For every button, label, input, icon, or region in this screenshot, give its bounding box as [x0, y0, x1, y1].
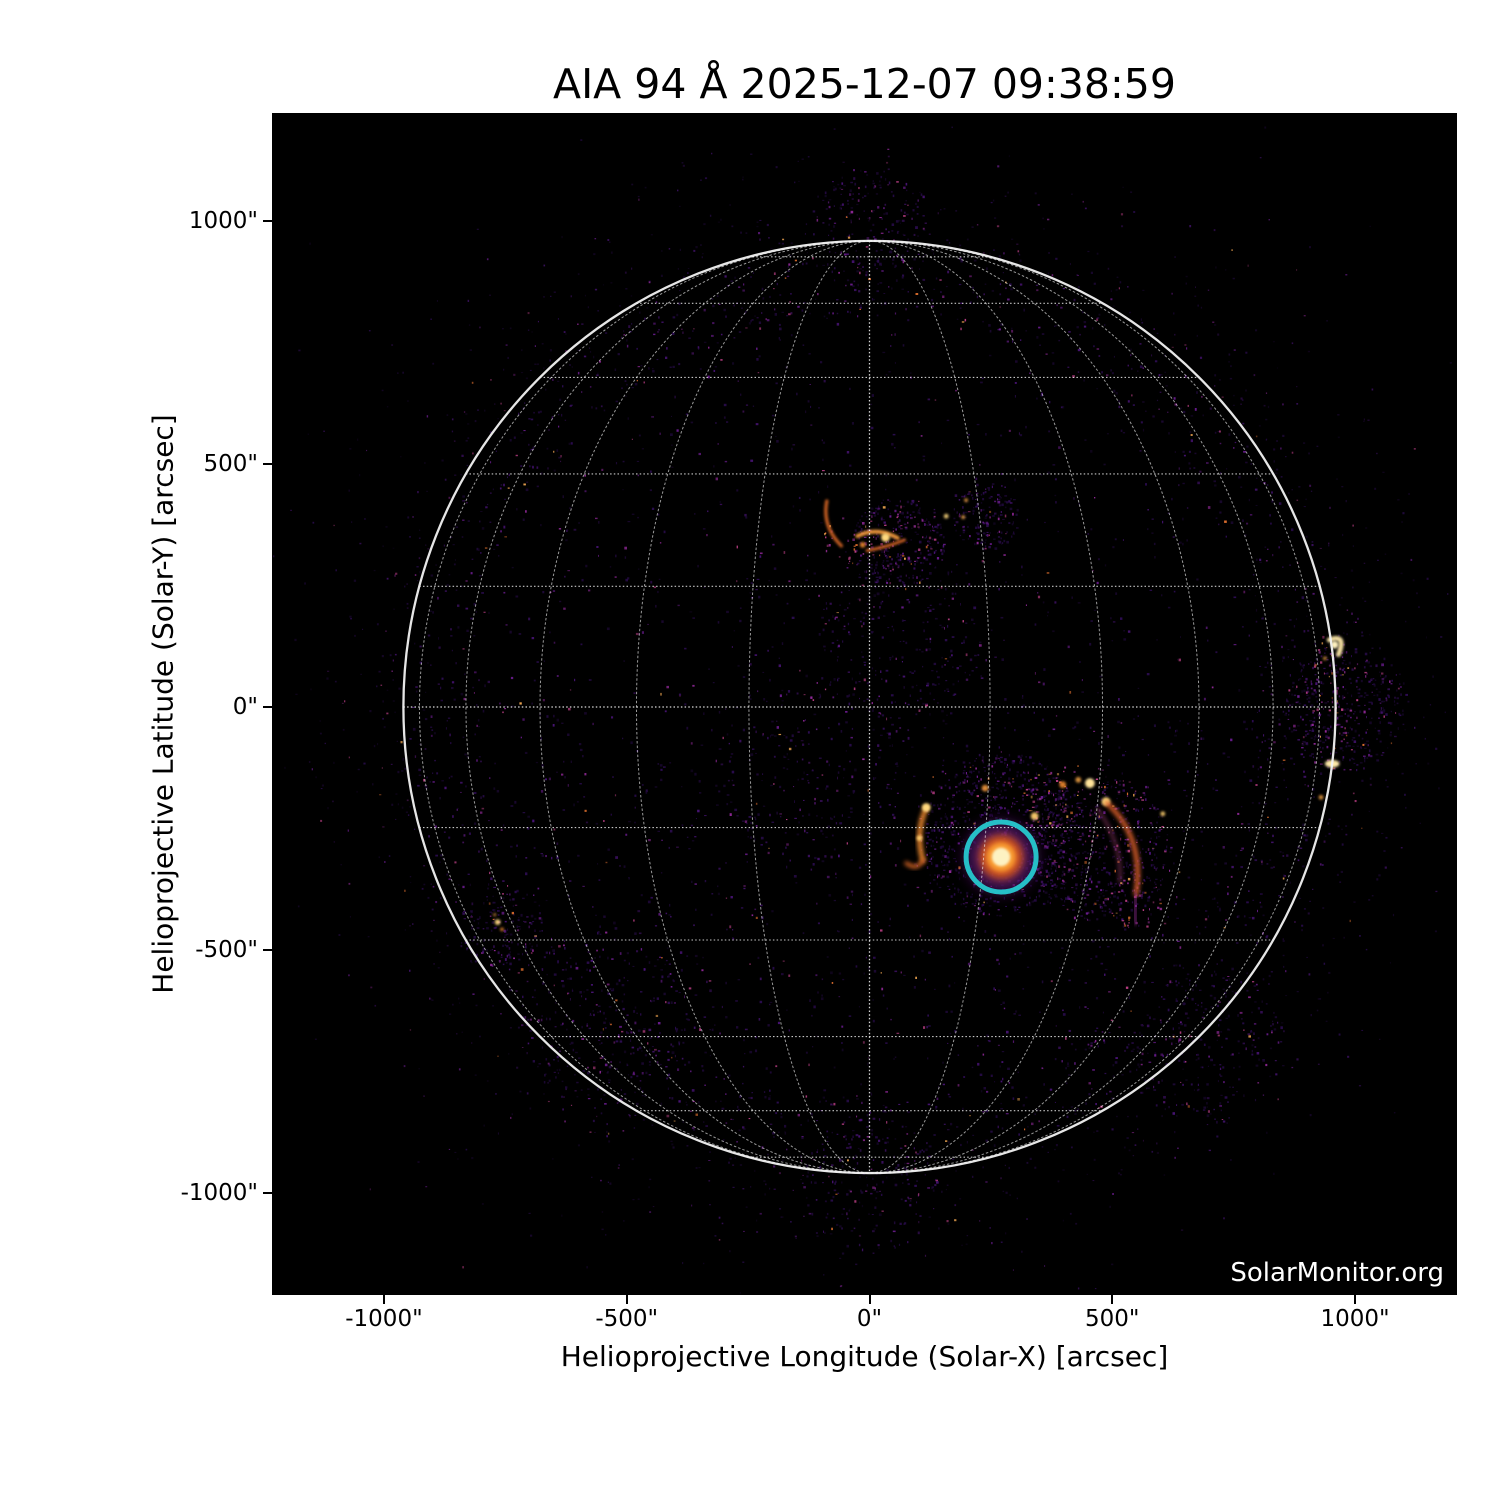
- y-axis-title: Helioprojective Latitude (Solar-Y) [arcs…: [146, 414, 180, 994]
- x-tick-label: -500": [595, 1306, 659, 1332]
- y-tick-label: 500": [203, 451, 258, 478]
- watermark: SolarMonitor.org: [1230, 1258, 1444, 1288]
- y-tick-mark: [263, 705, 272, 708]
- x-tick-label: 1000": [1320, 1306, 1390, 1332]
- y-tick-label: -500": [195, 936, 258, 963]
- y-tick-mark: [263, 463, 272, 466]
- y-tick-label: 0": [232, 693, 258, 720]
- x-tick-mark: [868, 1295, 871, 1304]
- y-tick-label: 1000": [188, 208, 258, 235]
- x-axis-title: Helioprojective Longitude (Solar-X) [arc…: [560, 1340, 1169, 1373]
- x-tick-label: -1000": [345, 1306, 423, 1332]
- x-tick-mark: [1111, 1295, 1114, 1304]
- y-tick-mark: [263, 948, 272, 951]
- x-tick-label: 0": [856, 1306, 883, 1332]
- flare-marker-circle: [963, 819, 1039, 895]
- x-tick-mark: [382, 1295, 385, 1304]
- solar-image-plot: SolarMonitor.org: [272, 113, 1457, 1295]
- y-tick-mark: [263, 1191, 272, 1194]
- x-tick-mark: [1354, 1295, 1357, 1304]
- x-tick-mark: [625, 1295, 628, 1304]
- y-tick-mark: [263, 220, 272, 223]
- x-tick-label: 500": [1085, 1306, 1140, 1332]
- chart-title: AIA 94 Å 2025-12-07 09:38:59: [553, 60, 1176, 108]
- y-tick-label: -1000": [180, 1179, 258, 1206]
- solar-disk-image: [272, 113, 1457, 1295]
